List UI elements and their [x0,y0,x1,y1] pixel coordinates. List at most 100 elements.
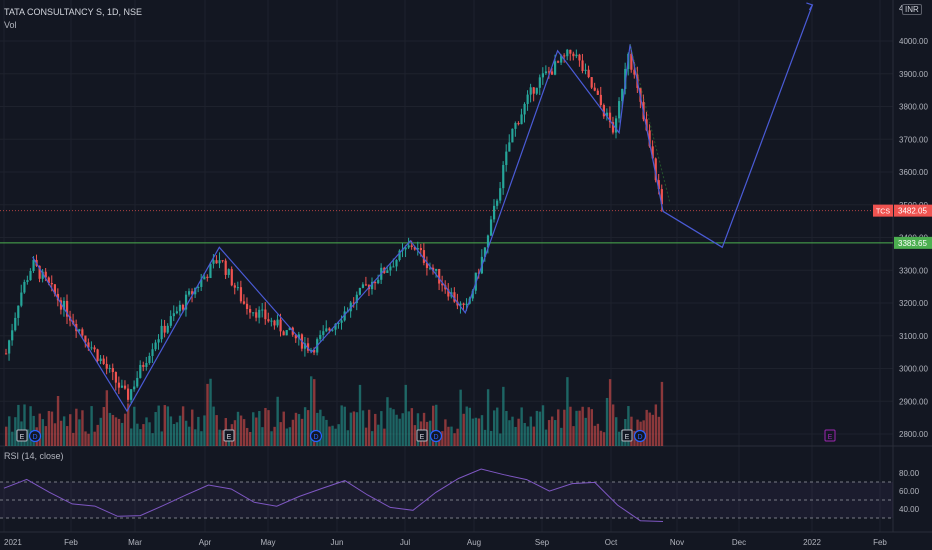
candle-body [62,300,66,310]
volume-bar [474,417,478,446]
candle-body [422,250,426,263]
volume-bar [139,429,142,446]
currency-badge[interactable]: INR [902,4,922,15]
candle-body [233,285,236,288]
candle-body [395,260,398,267]
pattern-drawing[interactable] [32,2,814,413]
volume-bar [181,406,185,446]
volume-bar [319,409,322,446]
volume-bar [291,419,295,446]
candle-body [340,320,343,323]
price-tick: 3300.00 [899,266,928,275]
candle-body [364,284,368,286]
volume-bar [554,420,557,446]
volume-bar [358,384,362,446]
volume-bar [471,418,475,446]
candle-body [255,312,258,318]
candle-body [532,87,535,94]
candle-body [172,313,175,317]
volume-bar [172,423,176,446]
volume-bar [608,379,612,446]
price-axis[interactable]: 4000.003900.003800.003700.003600.003500.… [873,37,932,514]
volume-bar [261,427,264,446]
volume-bar [175,422,179,446]
candle-body [313,349,316,353]
volume-bar [194,429,197,446]
volume-bar [108,412,112,446]
volume-bar [523,422,526,446]
candle-body [496,200,499,206]
candle-body [197,286,200,288]
candle-body [611,122,615,133]
level-price-tag-label: 3383.65 [898,239,927,248]
candle-body [331,329,334,331]
volume-bar [8,416,11,446]
earnings-icon [621,429,633,442]
volume-bar [184,420,188,446]
candle-body [566,49,569,57]
volume-bar [575,410,578,446]
symbol-title[interactable]: TATA CONSULTANCY S, 1D, NSE [4,7,143,17]
candle-body [157,339,160,343]
volume-bar [44,426,48,446]
candle-body [413,246,416,250]
volume-bar [117,418,121,446]
candle-body [441,283,444,286]
volume-bar [660,381,664,446]
candle-body [419,248,422,251]
candle-body [599,94,602,106]
volume-bar [422,412,426,446]
candle-body [14,317,17,331]
event-marker-label: E [227,434,232,441]
candle-body [279,319,282,332]
candle-body [590,77,593,88]
candle-body [56,293,60,301]
candle-body [8,340,11,354]
volume-bar [331,425,334,446]
candle-body [212,260,215,264]
time-axis[interactable]: 2021 Feb Mar Apr May Jun Jul Aug Sep Oct Nov Dec 202… [0,531,932,547]
candle-body [416,248,419,250]
dividend-icon [633,429,647,443]
event-marker-e: E [824,429,836,442]
candle-body [459,303,462,306]
volume-bar [239,415,243,446]
candle-body [560,55,563,63]
candle-body [578,54,581,61]
candle-body [432,267,435,271]
candle-body [615,118,618,133]
volume-bar [581,406,584,446]
volume-bar [453,433,456,446]
level-price-tag [894,236,932,249]
volume-bar [505,410,508,446]
volume-bar [130,428,133,446]
rsi-label[interactable]: RSI (14, close) [4,451,64,461]
candle-body [374,281,377,284]
candle-body [206,276,209,279]
volume-bar [444,419,447,446]
candle-body [20,292,23,306]
volume-bar [618,431,621,446]
volume-bar [563,409,566,446]
candle-body [151,349,154,356]
volume-bar [303,407,307,446]
candle-body [538,77,541,88]
volume-bar [389,407,392,446]
volume-bar [355,412,359,446]
volume-bar [398,418,401,446]
volume-bar [127,403,130,446]
candlestick-series[interactable] [5,48,663,404]
volume-bar [120,422,124,446]
candle-body [310,349,313,351]
volume-bar [517,418,520,446]
trend-line [629,44,671,202]
candle-body [50,282,53,285]
volume-bar [599,430,603,446]
volume-bar [401,413,404,446]
candle-body [386,270,389,273]
candle-body [11,330,14,341]
symbol-tag [873,204,893,217]
volume-bar [410,408,414,446]
